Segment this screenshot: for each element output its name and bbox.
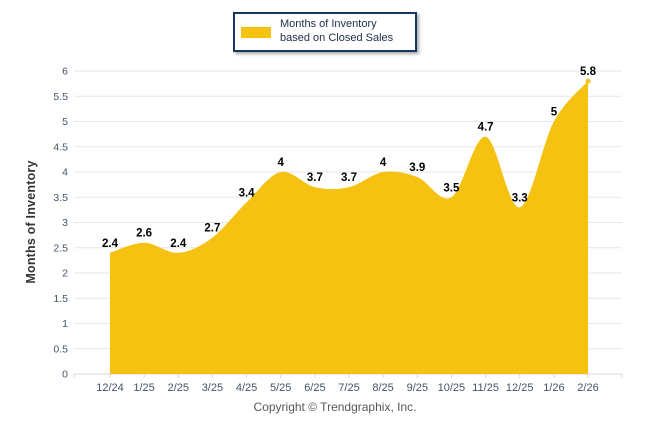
y-tick-label: 2: [62, 268, 68, 280]
data-label: 2.4: [170, 238, 187, 250]
y-tick-label: 0.5: [53, 343, 68, 355]
y-tick-label: 1: [62, 318, 68, 330]
y-axis-title: Months of Inventory: [24, 160, 38, 284]
x-tick-label: 7/25: [338, 382, 359, 394]
data-label: 3.4: [239, 187, 256, 199]
x-tick-label: 12/25: [506, 382, 534, 394]
legend: Months of Inventory based on Closed Sale…: [233, 12, 417, 52]
legend-label: Months of Inventory based on Closed Sale…: [280, 18, 394, 44]
data-label: 2.4: [102, 238, 119, 250]
data-label: 2.7: [204, 223, 220, 235]
end-point-marker: [585, 78, 591, 84]
copyright: Copyright © Trendgraphix, Inc.: [253, 400, 417, 414]
x-tick-label: 2/26: [577, 382, 598, 394]
y-tick-label: 6: [62, 66, 68, 78]
data-label: 4: [380, 157, 387, 169]
legend-swatch-icon: [241, 26, 271, 38]
x-tick-label: 4/25: [236, 382, 257, 394]
x-tick-label: 3/25: [202, 382, 223, 394]
x-tick-label: 1/25: [133, 382, 154, 394]
y-tick-label: 5.5: [53, 91, 68, 103]
y-tick-label: 2.5: [53, 242, 68, 254]
x-tick-label: 6/25: [304, 382, 325, 394]
data-label: 4.7: [478, 122, 494, 134]
data-label: 5.8: [580, 66, 597, 78]
y-tick-label: 5: [62, 116, 68, 128]
data-label: 4: [277, 157, 284, 169]
x-tick-label: 8/25: [372, 382, 393, 394]
chart-svg: 0 0.5 1 1.5 2 2.5 3 3.5 4 4.5 5 5.5 6 12/24 1/25 2/25 3/…: [53, 66, 623, 394]
x-tick-label: 1/26: [543, 382, 564, 394]
x-tick-label: 11/25: [472, 382, 499, 394]
y-tick-label: 3.5: [53, 192, 68, 204]
x-tick-label: 5/25: [270, 382, 291, 394]
data-label: 3.7: [341, 172, 357, 184]
data-label: 2.6: [136, 228, 152, 240]
y-tick-label: 4: [62, 167, 68, 179]
y-tick-label: 0: [62, 369, 68, 381]
data-label: 3.3: [512, 192, 528, 204]
x-tick-label: 9/25: [407, 382, 428, 394]
data-label: 3.9: [409, 162, 425, 174]
y-tick-label: 1.5: [53, 293, 68, 305]
area-series: [110, 81, 588, 374]
x-tick-label: 10/25: [438, 382, 466, 394]
y-tick-label: 4.5: [53, 141, 68, 153]
x-tick-label: 12/24: [96, 382, 124, 394]
x-tick-label: 2/25: [168, 382, 189, 394]
data-label: 3.7: [307, 172, 323, 184]
data-label: 3.5: [443, 182, 460, 194]
data-label: 5: [551, 107, 558, 119]
y-tick-label: 3: [62, 217, 68, 229]
